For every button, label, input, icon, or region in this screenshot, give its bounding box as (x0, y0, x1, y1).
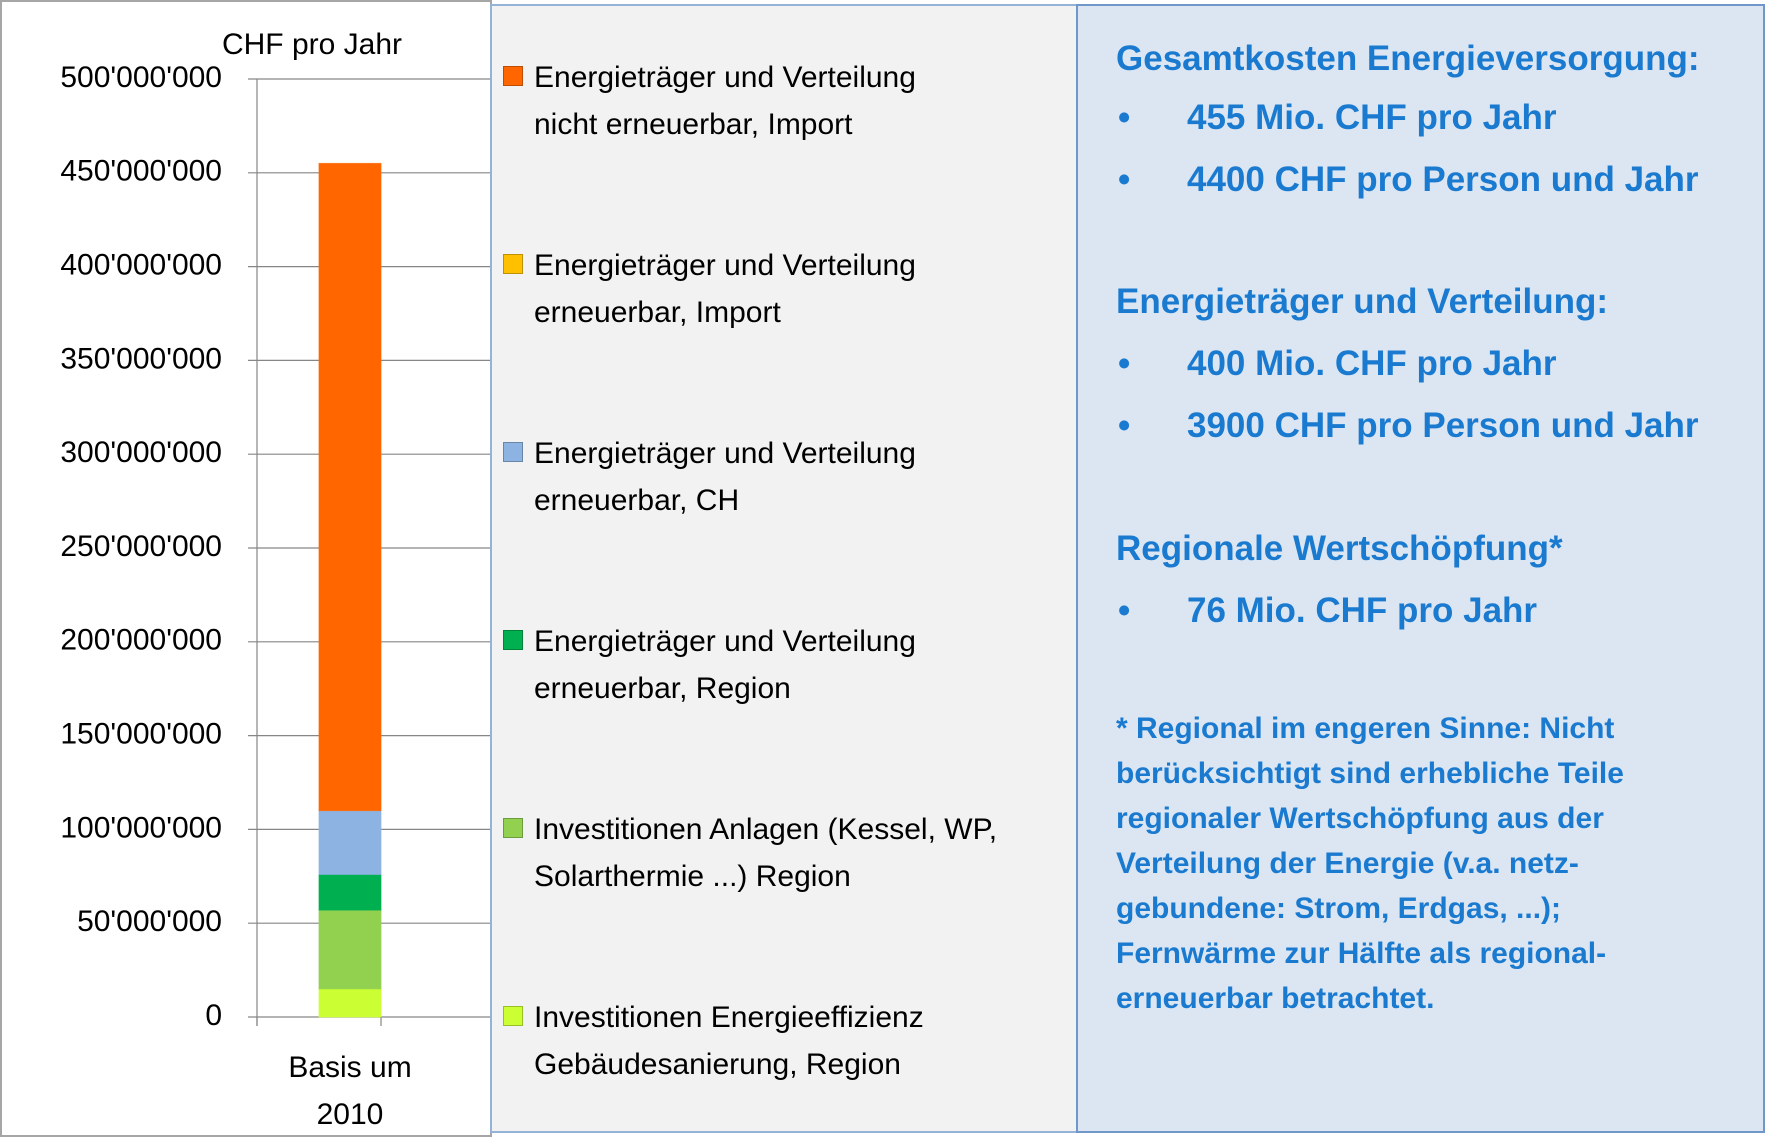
y-tick-label: 100'000'000 (60, 811, 222, 844)
y-tick-label: 0 (205, 999, 222, 1032)
bar-segment (318, 162, 382, 812)
legend-swatch (503, 254, 523, 274)
bullet: • (1118, 98, 1131, 137)
y-tick-label: 250'000'000 (60, 530, 222, 563)
section-heading: Energieträger und Verteilung: (1116, 282, 1609, 321)
legend-label: Energieträger und Verteilung erneuerbar,… (534, 437, 916, 517)
legend-swatch (503, 66, 523, 86)
chart: CHF pro Jahr 0 50'000'000 100'000'000 150'0… (60, 28, 490, 1032)
y-tick-label: 400'000'000 (60, 249, 222, 282)
bar-segment (318, 909, 382, 990)
section-heading: Regionale Wertschöpfung* (1116, 529, 1563, 568)
bullet: • (1118, 344, 1131, 383)
legend-panel (490, 4, 1078, 1133)
footnote: * Regional im engeren Sinne: Nicht berüc… (1116, 712, 1624, 1015)
bullet: • (1118, 406, 1131, 445)
info-panel (1076, 4, 1765, 1133)
bullet-text: 4400 CHF pro Person und Jahr (1187, 160, 1699, 199)
y-tick-label: 300'000'000 (60, 436, 222, 469)
bar-segment (318, 873, 382, 911)
y-tick-label: 450'000'000 (60, 155, 222, 188)
legend-label: Energieträger und Verteilung nicht erneu… (534, 61, 916, 141)
x-tick-label: Basis um 2010 (288, 1051, 412, 1131)
bullet-text: 400 Mio. CHF pro Jahr (1187, 344, 1557, 383)
legend-swatch (503, 1006, 523, 1026)
bullet: • (1118, 160, 1131, 199)
legend-swatch (503, 442, 523, 462)
y-tick-label: 50'000'000 (77, 905, 222, 938)
bullet-text: 455 Mio. CHF pro Jahr (1187, 98, 1557, 137)
legend-swatch (503, 818, 523, 838)
bar-segment (318, 810, 382, 875)
legend-label: Investitionen Anlagen (Kessel, WP, Solar… (534, 813, 998, 893)
y-tick-label: 500'000'000 (60, 61, 222, 94)
bullet-text: 3900 CHF pro Person und Jahr (1187, 406, 1699, 445)
legend-label: Investitionen Energieeffizienz Gebäudesa… (534, 1001, 924, 1081)
legend-label: Energieträger und Verteilung erneuerbar,… (534, 625, 916, 705)
section-heading: Gesamtkosten Energieversorgung: (1116, 39, 1700, 78)
y-axis-title: CHF pro Jahr (222, 28, 402, 61)
legend-swatch (503, 630, 523, 650)
y-tick-label: 150'000'000 (60, 718, 222, 751)
legend-label: Energieträger und Verteilung erneuerbar,… (534, 249, 916, 329)
bar-segment (318, 988, 382, 1018)
bullet-text: 76 Mio. CHF pro Jahr (1187, 591, 1538, 630)
y-tick-label: 200'000'000 (60, 624, 222, 657)
bullet: • (1118, 591, 1131, 630)
y-tick-label: 350'000'000 (60, 342, 222, 375)
